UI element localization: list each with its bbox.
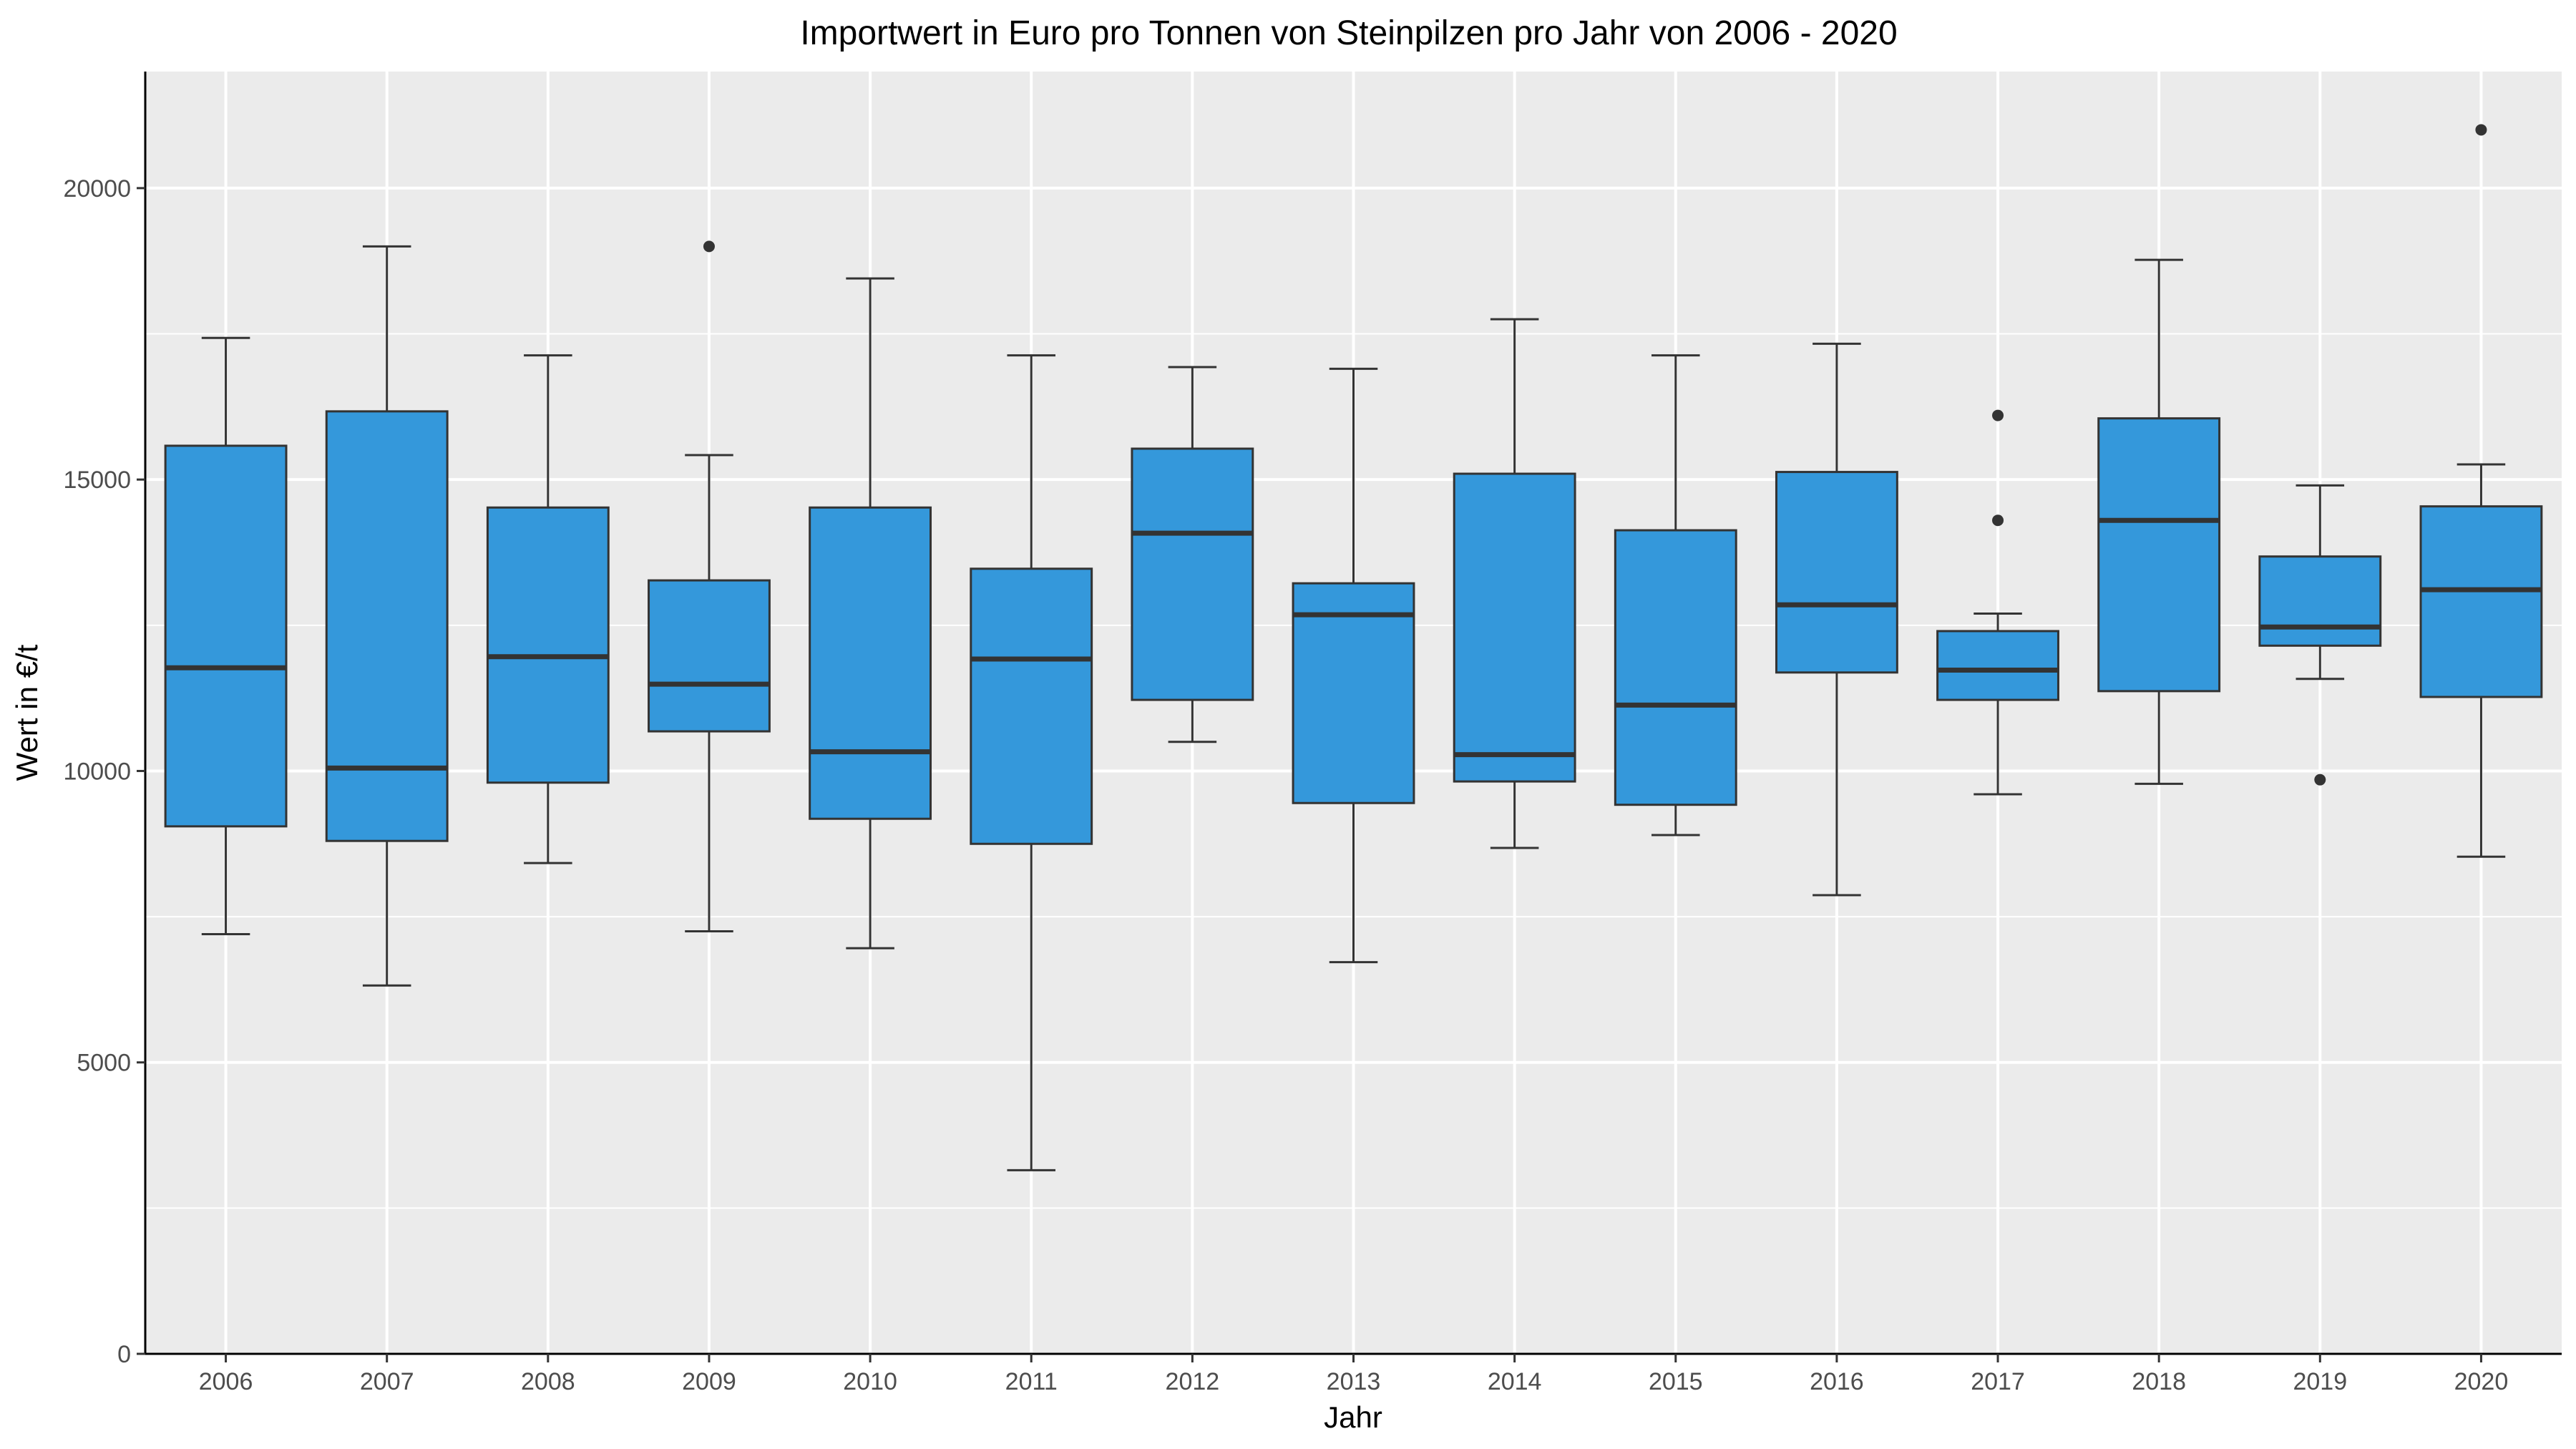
box-2015 (1614, 354, 1737, 836)
box-2018 (2097, 258, 2221, 785)
outlier-point (1992, 409, 2004, 421)
box-2008 (486, 354, 610, 864)
y-tick-label: 20000 (63, 175, 131, 203)
x-tick-label: 2020 (2454, 1368, 2509, 1395)
x-tick-label: 2011 (1005, 1368, 1058, 1395)
x-tick-label: 2014 (1488, 1368, 1542, 1395)
box-2013 (1292, 367, 1415, 964)
x-tick-label: 2019 (2293, 1368, 2347, 1395)
y-tick-label: 15000 (63, 467, 131, 494)
x-tick-label: 2010 (843, 1368, 897, 1395)
x-axis-ticks: 2006 2007 2008 2009 2010 2011 2012 2013 2014 2015… (199, 1354, 2509, 1395)
box-2007 (325, 245, 449, 987)
chart-title: Importwert in Euro pro Tonnen von Steinp… (800, 14, 1897, 52)
x-tick-label: 2016 (1810, 1368, 1864, 1395)
box-iqr (970, 567, 1093, 845)
box-iqr (2258, 555, 2382, 647)
box-series (164, 124, 2543, 1171)
box-2016 (1775, 342, 1898, 897)
y-tick-label: 10000 (63, 758, 131, 785)
x-tick-label: 2008 (521, 1368, 575, 1395)
box-2014 (1453, 318, 1576, 849)
box-2006 (164, 336, 288, 936)
box-iqr (1131, 447, 1254, 701)
box-iqr (486, 506, 610, 784)
box-iqr (1775, 471, 1898, 674)
box-iqr (1453, 472, 1576, 783)
box-2017 (1936, 409, 2059, 796)
x-tick-label: 2018 (2132, 1368, 2186, 1395)
y-tick-label: 0 (117, 1341, 131, 1368)
box-iqr (1614, 529, 1737, 806)
box-iqr (164, 444, 288, 828)
x-tick-label: 2007 (360, 1368, 414, 1395)
x-tick-label: 2009 (682, 1368, 736, 1395)
outlier-point (2475, 124, 2487, 136)
box-iqr (1936, 630, 2059, 701)
x-tick-label: 2006 (199, 1368, 253, 1395)
y-axis-ticks: 0 5000 10000 15000 20000 (63, 175, 145, 1368)
outlier-point (703, 240, 715, 253)
x-tick-label: 2015 (1649, 1368, 1703, 1395)
x-tick-label: 2013 (1327, 1368, 1381, 1395)
x-tick-label: 2012 (1166, 1368, 1220, 1395)
box-iqr (809, 506, 932, 820)
box-2020 (2419, 124, 2543, 858)
box-2019 (2258, 484, 2382, 786)
x-tick-label: 2017 (1971, 1368, 2025, 1395)
y-axis-title: Wert in €/t (10, 644, 44, 781)
box-2009 (648, 240, 771, 932)
box-iqr (2097, 417, 2221, 693)
box-iqr (648, 579, 771, 733)
box-iqr (1292, 582, 1415, 804)
box-2010 (809, 277, 932, 950)
box-2011 (970, 354, 1093, 1171)
y-tick-label: 5000 (77, 1050, 131, 1077)
box-iqr (2419, 505, 2543, 698)
outlier-point (2314, 774, 2326, 786)
box-2012 (1131, 366, 1254, 743)
outlier-point (1992, 514, 2004, 527)
box-iqr (325, 410, 449, 842)
x-axis-title: Jahr (1324, 1400, 1382, 1434)
